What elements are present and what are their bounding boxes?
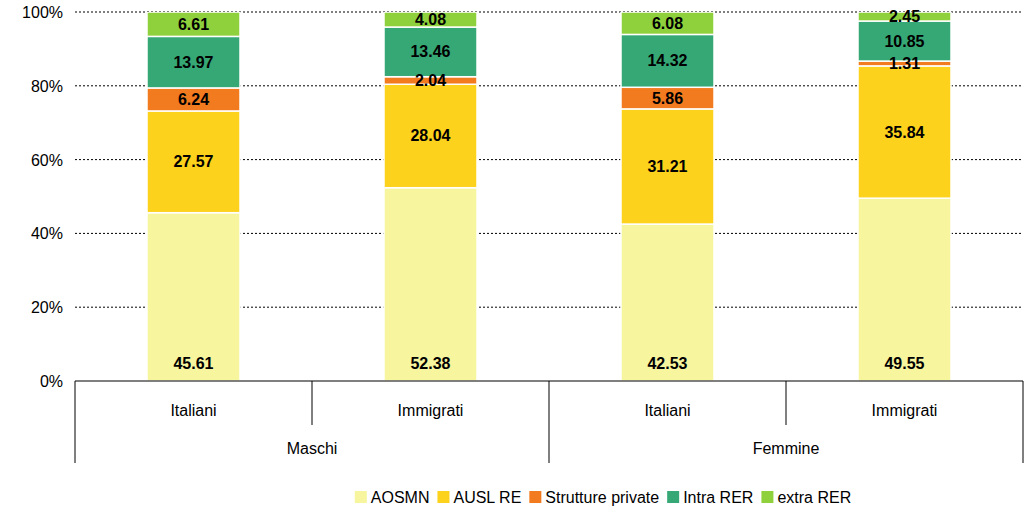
data-label: 4.08 — [415, 11, 446, 28]
data-label: 28.04 — [410, 127, 450, 144]
x-separator — [1023, 381, 1024, 463]
bar-segment — [858, 198, 951, 381]
legend-swatch — [355, 491, 367, 503]
x-tick-label: Immigrati — [872, 402, 938, 419]
y-tick-label: 40% — [31, 225, 63, 242]
legend-swatch — [437, 491, 449, 503]
y-tick-label: 100% — [22, 4, 63, 21]
data-label: 27.57 — [173, 153, 213, 170]
x-separator — [549, 381, 550, 463]
x-separator — [75, 381, 76, 463]
bar-segment — [147, 12, 240, 36]
chart: 0% 20% 40% 60% 80% 100% 45.61 27.57 6.24 13.97 6.6… — [0, 0, 1024, 523]
y-tick-label: 80% — [31, 78, 63, 95]
data-label: 1.31 — [889, 55, 920, 72]
data-label: 13.46 — [410, 43, 450, 60]
x-axis: Italiani Immigrati Italiani Immigrati Maschi… — [75, 381, 1023, 463]
bar-segment — [621, 12, 714, 34]
data-label: 45.61 — [173, 355, 213, 372]
legend-swatch — [667, 491, 679, 503]
data-label: 14.32 — [647, 52, 687, 69]
bar-segment — [621, 224, 714, 381]
bar-segment — [858, 66, 951, 198]
data-label: 6.08 — [652, 15, 683, 32]
bar-segment — [621, 109, 714, 224]
bar-segment — [147, 36, 240, 88]
data-label: 13.97 — [173, 54, 213, 71]
data-label: 10.85 — [884, 33, 924, 50]
data-label: 2.04 — [415, 72, 446, 89]
bar-segment — [621, 87, 714, 109]
data-label: 6.61 — [178, 16, 209, 33]
group-label: Femmine — [753, 440, 820, 457]
data-label: 2.45 — [889, 8, 920, 25]
x-separator — [786, 381, 787, 425]
legend-label: AUSL RE — [453, 489, 521, 506]
data-label: 49.55 — [884, 355, 924, 372]
bar-segment — [384, 27, 477, 77]
data-labels: 45.61 27.57 6.24 13.97 6.61 52.38 28.04 2.04 13.… — [173, 8, 924, 372]
bars — [147, 12, 951, 381]
data-label: 35.84 — [884, 124, 924, 141]
legend-label: extra RER — [777, 489, 851, 506]
bar-segment — [384, 188, 477, 381]
x-separator — [312, 381, 313, 425]
data-label: 31.21 — [647, 158, 687, 175]
bar-segment — [384, 12, 477, 27]
bar-segment — [621, 34, 714, 87]
group-label: Maschi — [287, 440, 338, 457]
bar-segment — [147, 88, 240, 111]
bar-segment — [147, 111, 240, 213]
x-tick-label: Italiani — [170, 402, 216, 419]
legend-swatch — [761, 491, 773, 503]
data-label: 52.38 — [410, 355, 450, 372]
data-label: 42.53 — [647, 355, 687, 372]
y-tick-label: 0% — [40, 373, 63, 390]
y-tick-label: 20% — [31, 299, 63, 316]
y-tick-label: 60% — [31, 152, 63, 169]
bar-segment — [384, 84, 477, 187]
x-tick-label: Italiani — [644, 402, 690, 419]
x-tick-label: Immigrati — [398, 402, 464, 419]
legend: AOSMN AUSL RE Strutture private Intra RER ex… — [355, 489, 851, 506]
legend-swatch — [529, 491, 541, 503]
legend-label: AOSMN — [371, 489, 430, 506]
data-label: 6.24 — [178, 91, 209, 108]
legend-label: Strutture private — [545, 489, 659, 506]
legend-label: Intra RER — [683, 489, 753, 506]
data-label: 5.86 — [652, 90, 683, 107]
bar-segment — [147, 213, 240, 381]
